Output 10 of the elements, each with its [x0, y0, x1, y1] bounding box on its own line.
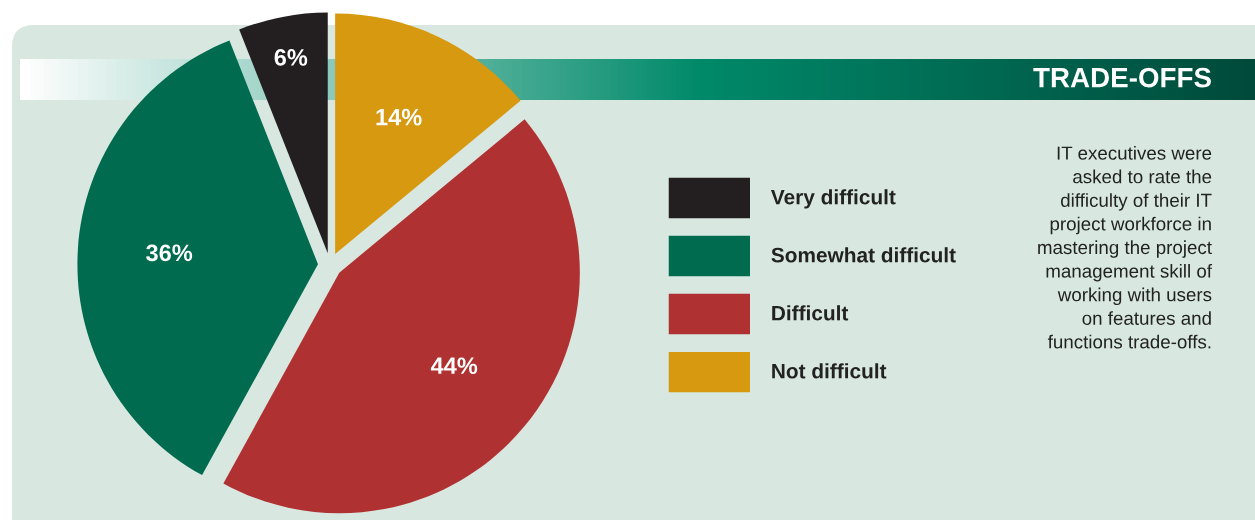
legend-label: Not difficult [772, 363, 887, 379]
data-label: 6% [274, 49, 308, 66]
text: IT executives were asked to rate the difficulty of their IT project workforce in mastering the project management skill of working with users on features and functions trade-offs. [1038, 146, 1213, 349]
data-label: 36% [146, 244, 193, 262]
legend-label: Very difficult [770, 189, 896, 209]
legend-label: Difficult [772, 305, 849, 321]
text: TRADE-OFFS [1033, 67, 1211, 88]
data-label: 44% [430, 357, 478, 375]
legend-label: Somewhat difficult [771, 247, 956, 263]
data-label: 14% [376, 108, 422, 126]
